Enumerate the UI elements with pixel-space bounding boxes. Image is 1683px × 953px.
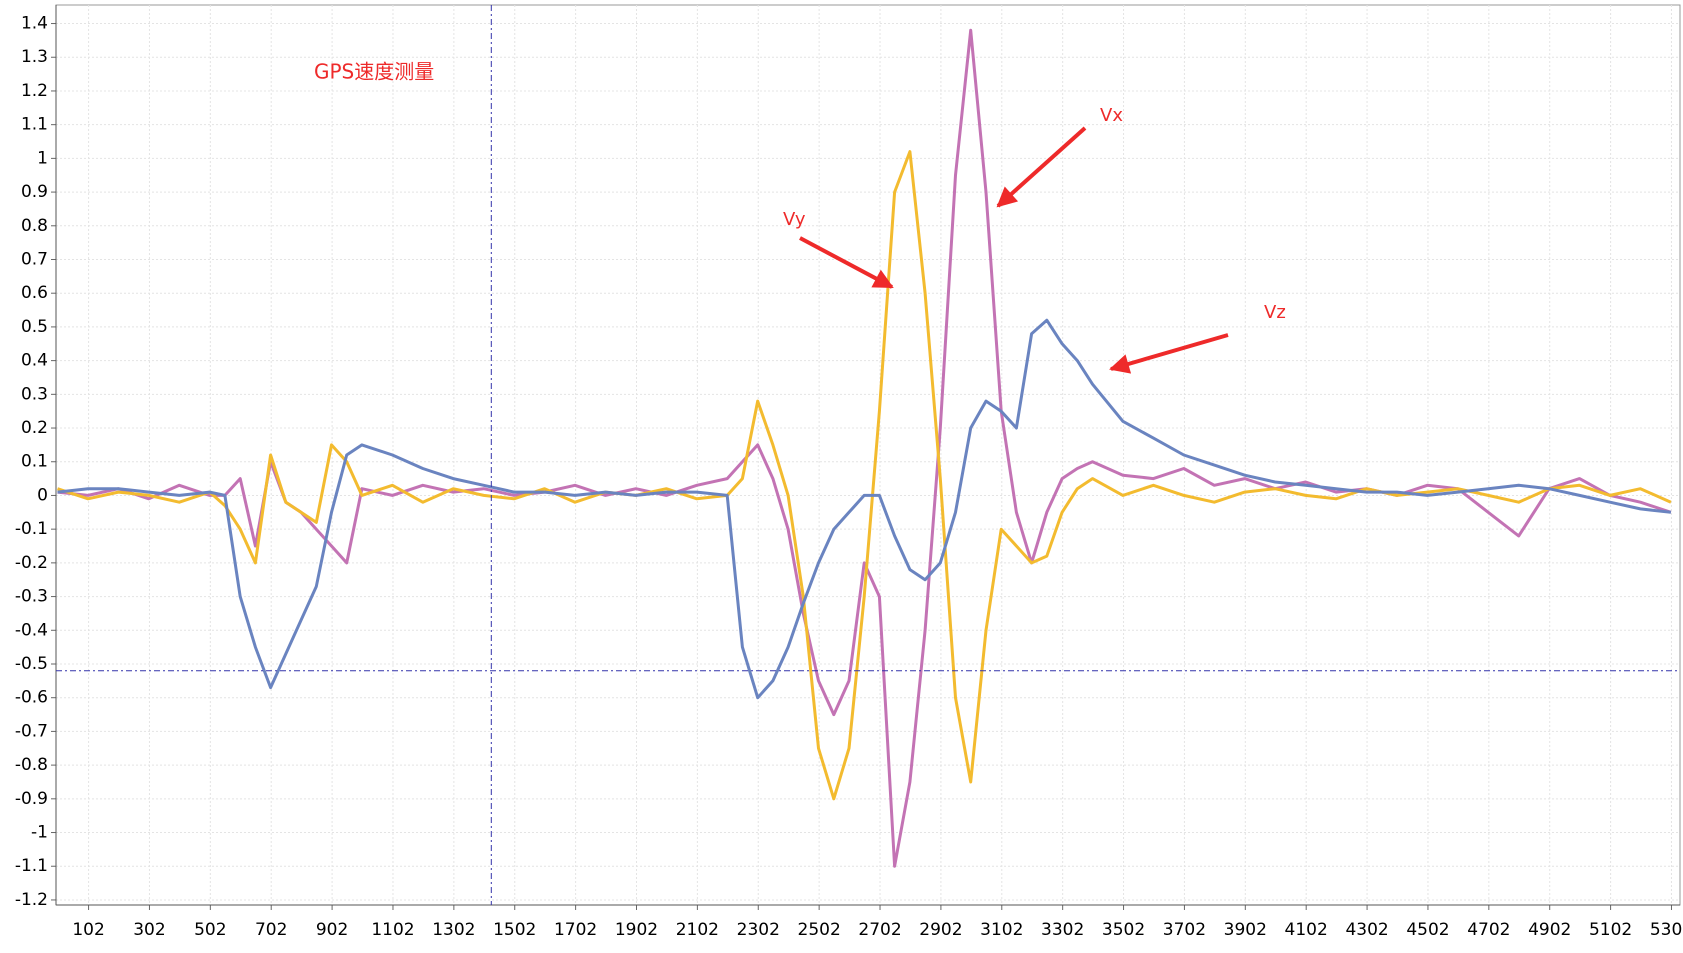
y-tick-label: -0.7 <box>15 721 48 741</box>
series-line <box>57 150 1672 801</box>
x-tick-label: 502 <box>194 920 226 940</box>
y-tick-label: 0.2 <box>21 418 48 438</box>
x-tick-label: 4902 <box>1528 920 1571 940</box>
x-tick-label: 5102 <box>1589 920 1632 940</box>
y-tick-label: 1.2 <box>21 81 48 101</box>
x-tick-label: 3902 <box>1224 920 1267 940</box>
series-line <box>57 318 1672 700</box>
x-tick-label: 4702 <box>1467 920 1510 940</box>
y-tick-label: -0.1 <box>15 519 48 539</box>
x-tick-label: 4102 <box>1285 920 1328 940</box>
y-tick-label: -1.2 <box>15 890 48 910</box>
x-tick-label: 3102 <box>980 920 1023 940</box>
y-tick-label: 0.3 <box>21 384 48 404</box>
x-tick-label: 2302 <box>737 920 780 940</box>
y-tick-label: 0.6 <box>21 283 48 303</box>
y-tick-label: -0.4 <box>15 620 48 640</box>
x-tick-label: 3302 <box>1041 920 1084 940</box>
y-tick-label: 1.1 <box>21 115 48 135</box>
x-tick-label: 3502 <box>1102 920 1145 940</box>
x-tick-label: 4502 <box>1406 920 1449 940</box>
y-tick-label: -0.3 <box>15 587 48 607</box>
arrow <box>1109 333 1229 374</box>
plot-area <box>55 4 1681 906</box>
x-tick-label: 2102 <box>676 920 719 940</box>
y-tick-label: -0.5 <box>15 654 48 674</box>
x-tick-label: 1102 <box>371 920 414 940</box>
x-tick-label: 2702 <box>858 920 901 940</box>
y-tick-label: 0.8 <box>21 216 48 236</box>
x-tick-label: 5302 <box>1650 920 1683 940</box>
arrow <box>799 236 894 289</box>
y-tick-label: 1.3 <box>21 47 48 67</box>
x-tick-label: 102 <box>72 920 104 940</box>
y-tick-label: 0.5 <box>21 317 48 337</box>
y-tick-label: -0.6 <box>15 688 48 708</box>
y-tick-label: 1 <box>37 148 48 168</box>
y-tick-label: -0.9 <box>15 789 48 809</box>
x-tick-label: 1502 <box>493 920 536 940</box>
x-tick-label: 1702 <box>554 920 597 940</box>
x-tick-label: 2902 <box>919 920 962 940</box>
series-label: Vy <box>783 209 806 230</box>
x-tick-label: 2502 <box>798 920 841 940</box>
series-label: Vx <box>1100 105 1123 126</box>
x-tick-label: 3702 <box>1163 920 1206 940</box>
x-tick-label: 1302 <box>432 920 475 940</box>
y-tick-label: -0.2 <box>15 553 48 573</box>
y-tick-label: -0.8 <box>15 755 48 775</box>
y-tick-label: 0.1 <box>21 452 48 472</box>
y-tick-label: 1.4 <box>21 14 48 34</box>
series-label: Vz <box>1264 302 1286 323</box>
y-tick-label: 0.4 <box>21 351 48 371</box>
y-tick-label: 0 <box>37 485 48 505</box>
x-tick-label: 302 <box>133 920 165 940</box>
arrow <box>996 126 1087 208</box>
y-tick-label: 0.9 <box>21 182 48 202</box>
x-tick-label: 902 <box>316 920 348 940</box>
x-tick-label: 1902 <box>615 920 658 940</box>
y-tick-label: -1.1 <box>15 856 48 876</box>
y-tick-label: -1 <box>31 823 48 843</box>
y-tick-label: 0.7 <box>21 249 48 269</box>
x-tick-label: 4302 <box>1345 920 1388 940</box>
annotation-title: GPS速度测量 <box>314 60 434 84</box>
x-tick-label: 702 <box>255 920 287 940</box>
